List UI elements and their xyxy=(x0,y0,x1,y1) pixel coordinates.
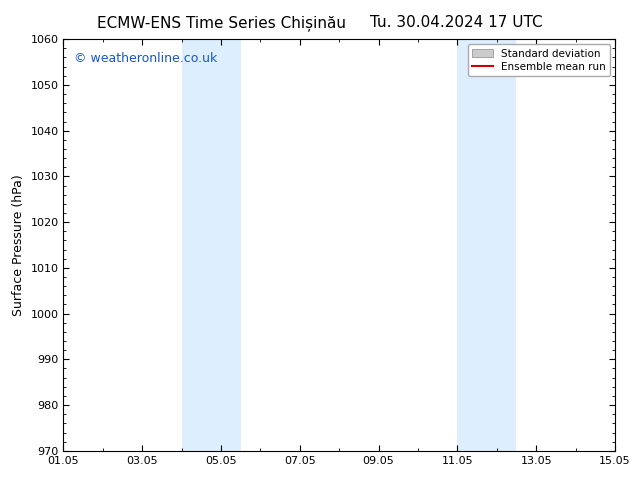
Text: ECMW-ENS Time Series Chișinău: ECMW-ENS Time Series Chișinău xyxy=(98,15,346,30)
Bar xyxy=(181,39,241,451)
Text: © weatheronline.co.uk: © weatheronline.co.uk xyxy=(74,51,217,65)
Legend: Standard deviation, Ensemble mean run: Standard deviation, Ensemble mean run xyxy=(467,45,610,76)
Bar xyxy=(457,39,517,451)
Y-axis label: Surface Pressure (hPa): Surface Pressure (hPa) xyxy=(12,174,25,316)
Text: Tu. 30.04.2024 17 UTC: Tu. 30.04.2024 17 UTC xyxy=(370,15,543,30)
